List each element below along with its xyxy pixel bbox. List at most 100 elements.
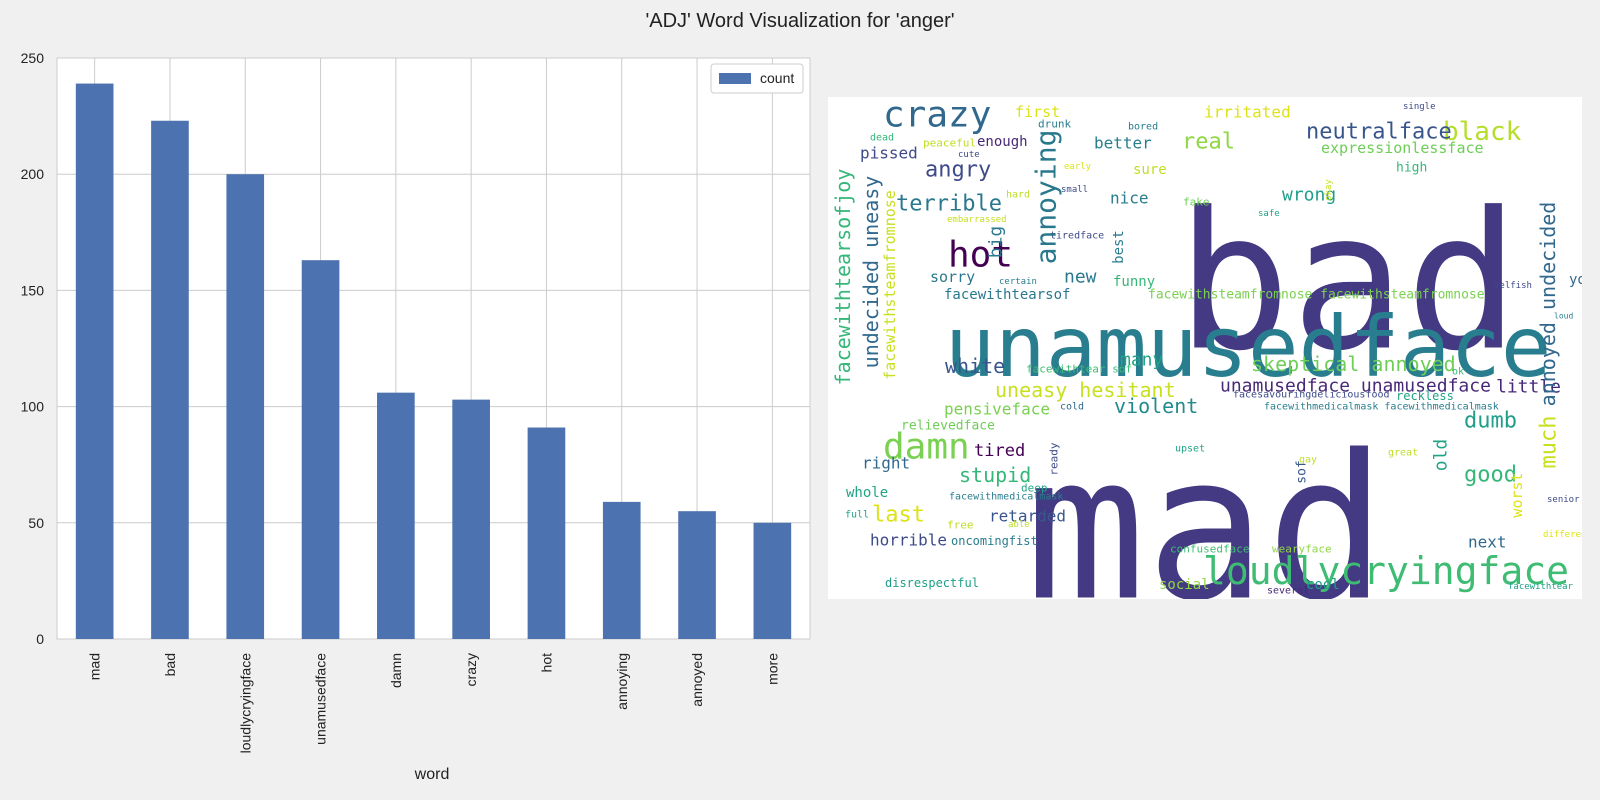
cloud-word: oncomingfist xyxy=(951,534,1038,548)
cloud-word: dead xyxy=(870,133,894,144)
cloud-word: confusedface xyxy=(1170,543,1249,556)
cloud-word: great xyxy=(1388,448,1418,459)
cloud-word: new xyxy=(1064,267,1097,288)
cloud-word: big xyxy=(986,226,1007,259)
cloud-word: facesavouringdeliciousfood xyxy=(1233,390,1390,401)
cloud-word: senior xyxy=(1547,495,1580,505)
bar-unamusedface[interactable] xyxy=(301,260,340,639)
cloud-word: retarded xyxy=(989,507,1066,526)
cloud-word: enough xyxy=(977,134,1028,150)
cloud-word: best xyxy=(1111,230,1127,264)
cloud-word: able xyxy=(1008,520,1030,530)
cloud-word: early xyxy=(1064,162,1092,172)
cloud-word: disrespectful xyxy=(885,576,979,590)
word-cloud: bad mad unamusedface loudlycryingface loudl… xyxy=(828,97,1582,599)
cloud-word: safe xyxy=(1258,209,1280,219)
bar-more[interactable] xyxy=(753,522,792,639)
x-axis-label: word xyxy=(414,766,450,783)
cloud-word: fake xyxy=(1183,196,1210,209)
cloud-word: right xyxy=(862,454,910,473)
cloud-word: cute xyxy=(958,150,980,160)
cloud-word: neutralface xyxy=(1306,120,1452,145)
cloud-word: loud xyxy=(1554,312,1573,321)
bar-crazy[interactable] xyxy=(452,399,490,639)
cloud-word: facewithtearsof xyxy=(944,287,1070,303)
cloud-word: hard xyxy=(1006,190,1030,201)
cloud-word: many xyxy=(1120,350,1164,371)
cloud-word: annoyed undecided xyxy=(1536,202,1560,407)
cloud-word: real xyxy=(1182,130,1235,155)
y-tick-label: 0 xyxy=(36,631,44,647)
cloud-word: bored xyxy=(1128,122,1158,133)
cloud-word: cool xyxy=(1306,577,1340,593)
x-tick-label: annoyed xyxy=(689,653,705,707)
cloud-word: funny xyxy=(1113,274,1155,290)
y-tick-label: 250 xyxy=(21,50,45,66)
x-tick-label: loudlycryingface xyxy=(237,653,253,754)
cloud-word: certain xyxy=(999,277,1037,287)
cloud-word: annoying xyxy=(1030,130,1063,265)
cloud-word: facewithtearsofjoy xyxy=(831,169,855,386)
cloud-word: next xyxy=(1468,533,1507,552)
bar-mad[interactable] xyxy=(75,83,114,639)
bar-bad[interactable] xyxy=(151,120,189,640)
cloud-word: much xyxy=(1537,416,1562,469)
cloud-word: expressionlessface xyxy=(1321,139,1484,157)
cloud-word: ready xyxy=(1048,442,1061,475)
cloud-word: single xyxy=(1403,102,1436,112)
cloud-word: pissed xyxy=(860,144,918,163)
cloud-word: wearyface xyxy=(1272,543,1332,556)
cloud-word: small xyxy=(1061,185,1088,195)
legend[interactable]: count xyxy=(710,63,804,94)
bar-damn[interactable] xyxy=(377,392,415,639)
bar-annoying[interactable] xyxy=(602,501,641,639)
cloud-word: facewithmedicalmask facewithmedicalmask xyxy=(1264,402,1499,413)
cloud-word: white xyxy=(945,354,1005,378)
cloud-word: loudlycryingface loudlycryingface xyxy=(1203,549,1582,593)
cloud-word: nice xyxy=(1110,189,1149,208)
cloud-word: uneasy hesitant xyxy=(995,378,1176,402)
bar-annoyed[interactable] xyxy=(678,511,716,639)
cloud-word: bad xyxy=(1176,172,1519,393)
cloud-word: unamusedface xyxy=(945,298,1552,396)
x-tick-label: unamusedface xyxy=(313,653,329,745)
legend-label-count: count xyxy=(760,70,794,86)
cloud-word: several xyxy=(1267,586,1309,597)
cloud-word: first xyxy=(1015,103,1060,121)
cloud-word: young xyxy=(1569,272,1582,288)
cloud-word: different xyxy=(1543,530,1582,540)
legend-swatch-count xyxy=(719,73,751,84)
cloud-word: facewithmedicalmask xyxy=(949,492,1063,503)
x-tick-label: damn xyxy=(388,653,404,688)
cloud-word: facewithtear sof xyxy=(1026,363,1132,376)
cloud-word: unamusedface unamusedface xyxy=(1220,376,1491,397)
x-tick-label: mad xyxy=(87,653,103,680)
cloud-word: deep xyxy=(1021,482,1048,495)
x-tick-label: crazy xyxy=(463,653,479,686)
cloud-word: selfish xyxy=(1494,281,1532,291)
cloud-word: tiredface xyxy=(1050,231,1104,242)
cloud-word: damn xyxy=(883,427,970,468)
y-tick-label: 50 xyxy=(28,515,44,531)
x-tick-label: bad xyxy=(162,653,178,676)
cloud-word: irritated xyxy=(1204,103,1291,122)
y-tick-label: 150 xyxy=(21,282,45,298)
bar-hot[interactable] xyxy=(527,427,566,639)
cloud-word: old xyxy=(1431,439,1452,472)
cloud-word: high xyxy=(1396,161,1427,176)
x-tick-label: hot xyxy=(538,653,554,673)
cloud-word: wrong xyxy=(1282,185,1336,206)
cloud-word: okay xyxy=(1324,179,1334,201)
cloud-word: hot xyxy=(948,235,1013,276)
cloud-word: peaceful xyxy=(923,137,976,150)
cloud-word: worst xyxy=(1508,472,1526,517)
cloud-word: facewithtear xyxy=(1508,582,1574,592)
cloud-word: tired xyxy=(974,441,1025,461)
cloud-word: drunk xyxy=(1038,118,1071,131)
bar-loudlycryingface[interactable] xyxy=(226,174,265,639)
cloud-word: upset xyxy=(1175,444,1205,455)
figure-title: 'ADJ' Word Visualization for 'anger' xyxy=(645,10,955,32)
bar-chart: 0 50 100 150 200 250 mad bad loudlycryingface un… xyxy=(21,50,811,783)
cloud-word: facewithsteamfromnose xyxy=(881,190,899,380)
cloud-word: reckless xyxy=(1396,389,1454,403)
